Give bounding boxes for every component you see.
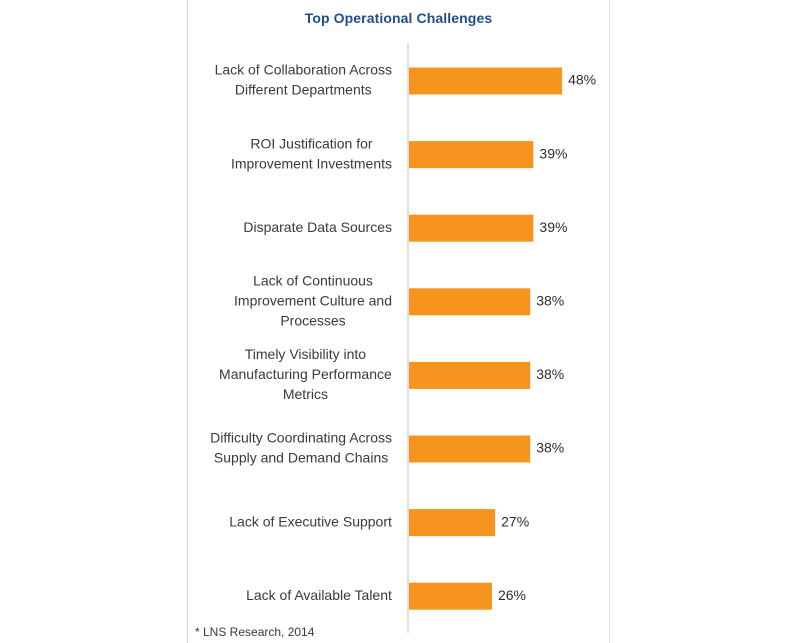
source-footnote: * LNS Research, 2014 — [195, 625, 315, 639]
bar-4 — [409, 288, 531, 316]
category-label-7: Lack of Executive Support — [229, 513, 392, 529]
category-label-1: Lack of Collaboration Across Different De… — [215, 62, 392, 98]
value-label-2: 39% — [539, 145, 567, 161]
value-label-8: 26% — [498, 587, 526, 603]
bar-5 — [409, 361, 531, 389]
category-label-2: ROI Justification for Improvement Investm… — [231, 135, 392, 171]
bar-7 — [409, 509, 496, 537]
bar-8 — [409, 582, 492, 610]
bar-2 — [409, 141, 534, 169]
category-label-5: Timely Visibility into Manufacturing Perf… — [219, 346, 392, 402]
bar-1 — [409, 67, 563, 95]
category-label-4: Lack of Continuous Improvement Culture an… — [234, 273, 392, 329]
chart-title: Top Operational Challenges — [304, 10, 493, 26]
value-label-5: 38% — [536, 366, 564, 382]
category-label-3: Disparate Data Sources — [243, 219, 392, 235]
bars-group: 48% Lack of Collaboration Across Different… — [210, 62, 596, 610]
category-label-8: Lack of Available Talent — [246, 587, 392, 603]
value-label-4: 38% — [536, 293, 564, 309]
bar-3 — [409, 214, 534, 242]
value-label-7: 27% — [501, 513, 529, 529]
chart-panel — [187, 0, 610, 643]
value-label-1: 48% — [568, 72, 596, 88]
category-label-6: Difficulty Coordinating Across Supply and… — [210, 430, 392, 466]
value-label-6: 38% — [536, 440, 564, 456]
value-label-3: 39% — [539, 219, 567, 235]
bar-6 — [409, 435, 531, 463]
